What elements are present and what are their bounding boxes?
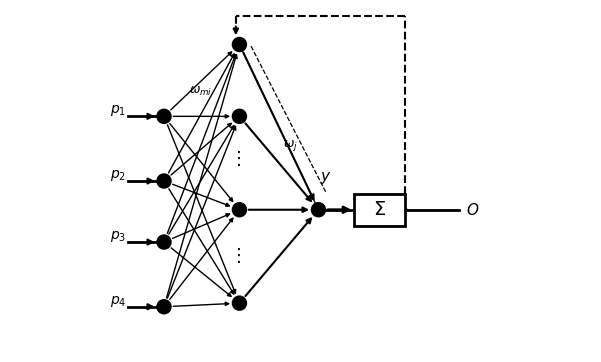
- Text: $p_2$: $p_2$: [110, 168, 126, 183]
- Circle shape: [233, 203, 246, 216]
- Circle shape: [233, 110, 246, 123]
- Circle shape: [312, 203, 325, 216]
- Text: ⋮: ⋮: [230, 151, 248, 168]
- Circle shape: [157, 174, 171, 188]
- Text: $\omega_{mi}$: $\omega_{mi}$: [189, 85, 213, 98]
- Text: $\omega_j$: $\omega_j$: [282, 138, 297, 152]
- Bar: [355, 194, 404, 226]
- Circle shape: [233, 38, 246, 51]
- Text: $O$: $O$: [466, 202, 479, 218]
- Circle shape: [157, 110, 171, 123]
- Text: ⋮: ⋮: [230, 248, 248, 265]
- Circle shape: [157, 236, 171, 249]
- Text: $p_4$: $p_4$: [110, 294, 126, 309]
- Text: $y$: $y$: [320, 171, 332, 186]
- Circle shape: [157, 300, 171, 313]
- Text: $\Sigma$: $\Sigma$: [373, 200, 386, 219]
- Text: $p_1$: $p_1$: [110, 104, 126, 118]
- Text: $p_3$: $p_3$: [110, 229, 126, 244]
- Circle shape: [233, 297, 246, 310]
